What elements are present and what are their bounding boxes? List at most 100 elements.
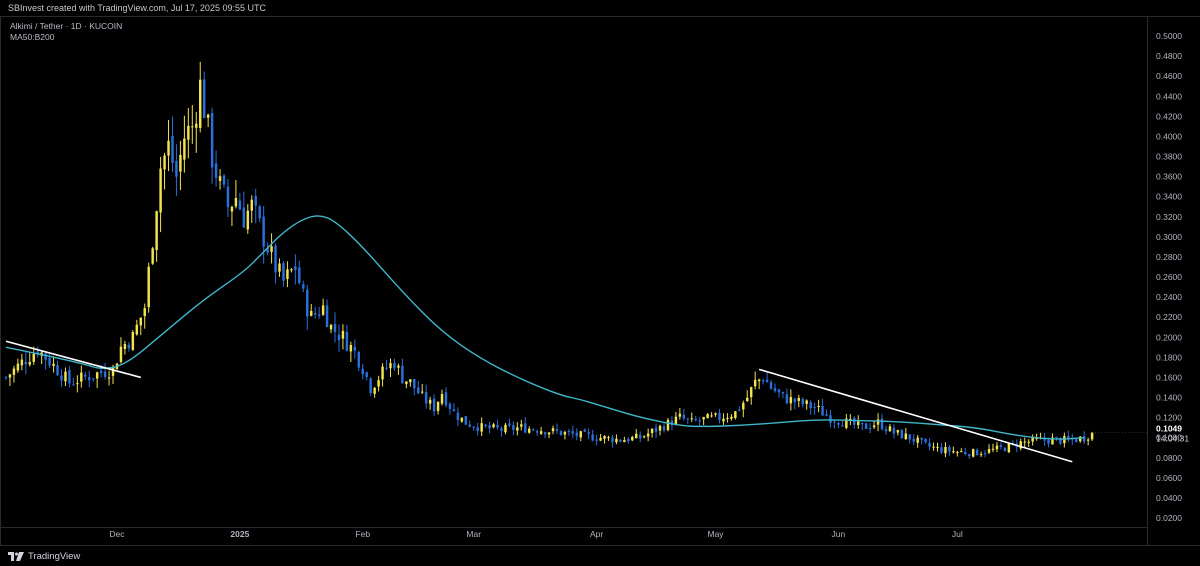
candle-up: [131, 331, 135, 351]
candle-up: [95, 372, 99, 379]
candle-down: [999, 444, 1003, 447]
candle-down: [638, 434, 642, 439]
price-tick-label: 0.1000: [1156, 433, 1182, 443]
candle-up: [520, 424, 523, 427]
candle-up: [123, 344, 127, 350]
candle-up: [107, 377, 111, 379]
candle-down: [591, 434, 594, 441]
tradingview-brand[interactable]: TradingView: [8, 551, 80, 562]
candles-layer: [4, 61, 1094, 459]
time-tick-label: Mar: [466, 529, 481, 539]
candle-up: [528, 428, 531, 433]
candle-up: [987, 449, 991, 453]
candle-down: [535, 431, 539, 433]
candle-up: [377, 380, 380, 387]
candle-up: [904, 433, 908, 440]
candle-up: [623, 440, 626, 443]
candle-up: [547, 432, 551, 435]
chart-legend[interactable]: Alkimi / Tether · 1D · KUCOIN MA50:B200: [10, 21, 122, 43]
candle-up: [278, 263, 281, 272]
candle-down: [571, 431, 575, 434]
candle-up: [607, 436, 610, 438]
candle-up: [80, 372, 83, 382]
candle-up: [28, 362, 32, 365]
brand-label: TradingView: [28, 551, 81, 562]
price-tick-label: 0.0800: [1156, 453, 1182, 463]
candle-down: [306, 289, 309, 317]
candle-down: [254, 195, 257, 206]
candle-up: [199, 79, 202, 128]
candle-down: [313, 312, 317, 315]
candle-down: [238, 200, 242, 210]
candle-down: [821, 405, 824, 416]
candle-up: [286, 269, 289, 280]
candle-up: [845, 418, 848, 428]
candle-up: [658, 425, 662, 431]
candle-down: [543, 432, 547, 435]
candle-down: [611, 437, 614, 443]
candle-down: [627, 438, 630, 442]
price-tick-label: 0.2400: [1156, 292, 1182, 302]
candle-down: [825, 414, 828, 416]
candle-down: [266, 247, 269, 253]
candle-down: [84, 374, 87, 377]
candle-up: [492, 424, 495, 428]
candle-down: [456, 412, 460, 420]
candle-down: [531, 429, 535, 431]
candle-down: [829, 415, 832, 423]
candle-up: [179, 154, 182, 172]
price-tick-label: 0.5000: [1156, 31, 1182, 41]
candle-up: [956, 451, 959, 453]
candle-down: [44, 353, 47, 360]
candle-down: [365, 372, 368, 378]
candle-up: [749, 387, 753, 398]
candle-up: [1078, 436, 1082, 442]
trendline: [5, 340, 141, 379]
indicator-label[interactable]: MA50:B200: [10, 32, 55, 42]
candle-down: [226, 186, 230, 208]
candle-up: [381, 366, 384, 380]
candle-up: [551, 428, 555, 432]
price-tick-label: 0.2800: [1156, 252, 1182, 262]
candle-up: [428, 399, 432, 404]
candle-up: [321, 305, 325, 315]
candle-up: [714, 413, 717, 415]
price-tick-label: 0.3200: [1156, 212, 1182, 222]
candle-up: [218, 176, 222, 182]
candle-down: [444, 392, 448, 406]
time-tick-label: Dec: [109, 529, 125, 539]
candle-up: [309, 310, 313, 316]
candle-up: [599, 437, 602, 441]
price-tick-label: 0.0400: [1156, 493, 1182, 503]
candle-down: [884, 429, 888, 432]
candle-down: [686, 418, 690, 420]
candle-down: [72, 384, 75, 386]
candle-down: [88, 377, 91, 381]
candle-up: [405, 381, 408, 385]
candle-up: [230, 206, 234, 212]
candle-up: [250, 199, 253, 211]
candle-up: [702, 417, 705, 420]
symbol-label[interactable]: Alkimi / Tether · 1D · KUCOIN: [10, 21, 123, 31]
price-axis-divider: [1147, 16, 1148, 545]
candle-down: [24, 361, 28, 365]
candle-down: [325, 305, 329, 328]
candle-down: [524, 423, 527, 433]
candle-down: [1059, 438, 1062, 444]
candle-up: [888, 426, 892, 432]
candle-down: [801, 398, 804, 405]
candle-down: [401, 365, 404, 384]
candle-down: [60, 375, 63, 381]
candle-down: [476, 427, 479, 432]
candle-up: [1031, 437, 1034, 442]
candle-down: [1082, 436, 1086, 442]
candle-up: [1007, 443, 1011, 453]
tradingview-logo-icon: [8, 552, 24, 561]
price-tick-label: 0.3000: [1156, 232, 1182, 242]
candle-up: [191, 126, 194, 128]
candle-up: [817, 406, 820, 408]
trendlines-layer: [5, 340, 1073, 463]
candle-down: [1067, 435, 1070, 440]
